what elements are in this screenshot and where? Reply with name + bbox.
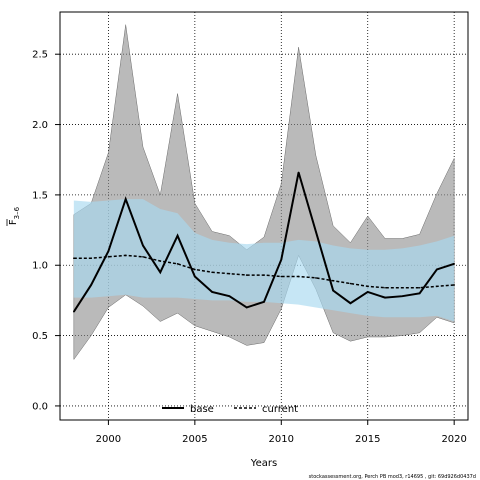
- y-axis-title-subscript: 3–6: [13, 206, 21, 219]
- point-base-2004: [176, 234, 179, 237]
- point-current-2010: [280, 275, 283, 278]
- point-base-2014: [349, 302, 352, 305]
- point-base-2016: [384, 296, 386, 299]
- y-tick-label-1: 1.0: [32, 261, 48, 272]
- point-current-2007: [228, 272, 231, 275]
- x-tick-label-2020: 2020: [441, 434, 466, 445]
- y-axis-title-text: F3–6: [8, 206, 21, 225]
- point-base-2002: [142, 244, 144, 247]
- point-current-2001: [124, 254, 127, 257]
- y-axis: 0.0 0.5 1.0 1.5 2.0 2.5: [32, 50, 60, 412]
- y-tick-label-2.5: 2.5: [32, 50, 48, 61]
- x-tick-label-2010: 2010: [269, 434, 294, 445]
- point-current-2018: [418, 286, 421, 289]
- point-base-2011: [297, 171, 300, 174]
- point-base-1998: [73, 310, 75, 313]
- point-current-2000: [107, 255, 110, 258]
- x-axis-title: Years: [250, 458, 277, 469]
- point-base-2012: [315, 230, 317, 233]
- x-tick-label-2005: 2005: [182, 434, 207, 445]
- point-current-1998: [73, 257, 75, 260]
- point-current-2005: [194, 268, 196, 271]
- point-base-2019: [436, 268, 438, 271]
- point-current-2013: [332, 279, 334, 282]
- point-current-2012: [315, 277, 317, 279]
- point-current-2017: [401, 286, 404, 289]
- point-current-2002: [142, 255, 144, 258]
- y-tick-label-0: 0.0: [32, 401, 48, 412]
- x-tick-label-2000: 2000: [96, 434, 121, 445]
- y-tick-label-0.5: 0.5: [32, 331, 48, 342]
- point-current-2003: [159, 260, 162, 262]
- point-current-2008: [245, 274, 248, 276]
- band-current: [73, 199, 455, 322]
- point-current-2019: [436, 285, 438, 288]
- point-current-2015: [366, 285, 369, 288]
- y-tick-label-2: 2.0: [32, 120, 48, 131]
- point-base-2006: [211, 291, 213, 293]
- x-tick-label-2015: 2015: [355, 434, 380, 445]
- y-axis-title: F3–6: [6, 206, 21, 226]
- point-current-2011: [297, 275, 300, 278]
- legend-label-base: base: [190, 404, 214, 415]
- plot-frame: [59, 11, 469, 421]
- point-current-2006: [211, 271, 213, 274]
- point-base-2018: [418, 292, 421, 295]
- legend: base current: [162, 404, 298, 415]
- point-current-2004: [176, 263, 179, 265]
- point-base-2020: [453, 263, 455, 265]
- point-base-2005: [194, 275, 196, 278]
- x-axis: 2000 2005 2010 2015 2020: [96, 420, 467, 445]
- point-base-2003: [159, 271, 162, 274]
- point-base-2013: [332, 289, 334, 292]
- point-base-2008: [245, 306, 248, 309]
- point-base-2007: [228, 295, 231, 297]
- point-current-2014: [349, 282, 352, 285]
- point-base-2017: [401, 295, 404, 297]
- point-base-2000: [107, 250, 110, 252]
- plot-area: [60, 12, 468, 420]
- point-base-1999: [90, 284, 92, 286]
- legend-label-current: current: [262, 404, 298, 415]
- y-tick-label-1.5: 1.5: [32, 190, 48, 201]
- point-current-2020: [453, 284, 455, 286]
- point-base-2001: [124, 198, 127, 200]
- point-current-2009: [263, 274, 265, 276]
- point-base-2010: [280, 258, 283, 261]
- y-axis-title-main: F: [8, 219, 19, 225]
- point-current-1999: [90, 257, 92, 260]
- point-base-2009: [263, 301, 265, 303]
- point-current-2016: [384, 286, 386, 289]
- point-base-2015: [366, 291, 369, 293]
- footer-credit: stockassessment.org, Perch PB mod3, r146…: [309, 474, 476, 480]
